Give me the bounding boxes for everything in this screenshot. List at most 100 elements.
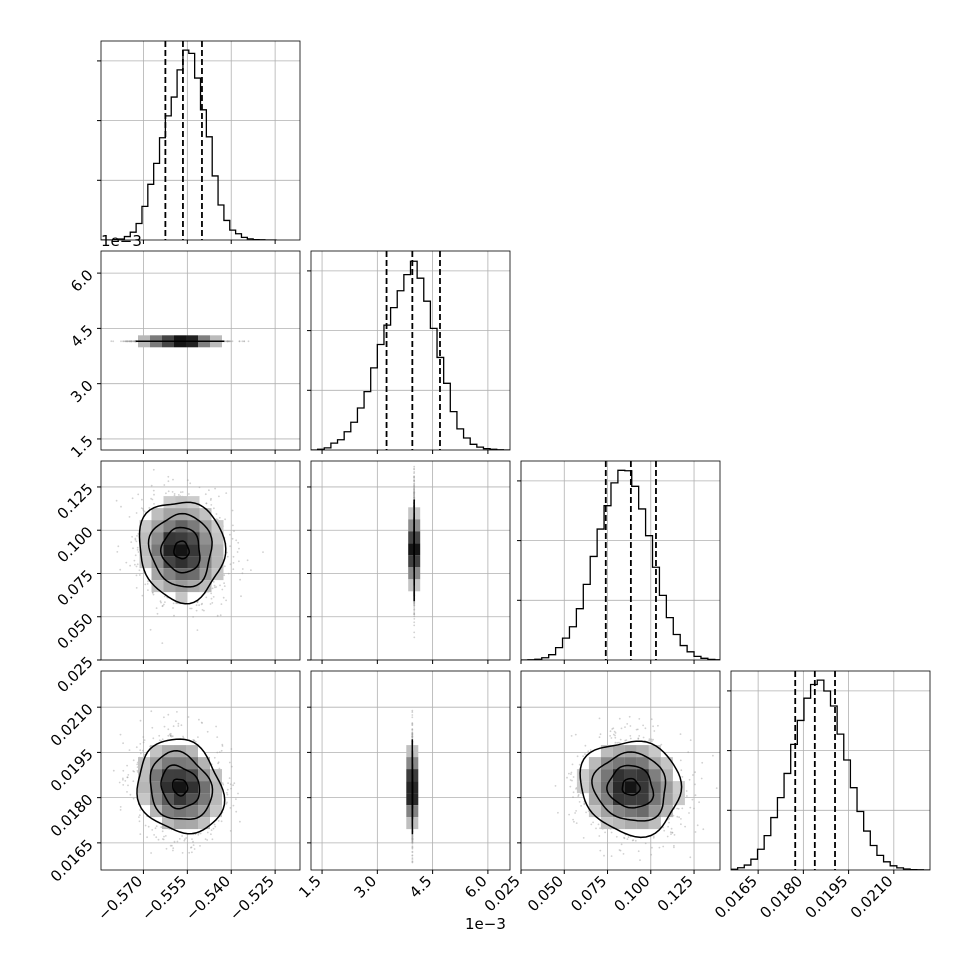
sample-point bbox=[120, 505, 122, 508]
sample-point bbox=[413, 486, 415, 488]
density-cell bbox=[187, 508, 200, 521]
sample-point bbox=[228, 340, 231, 343]
sample-point bbox=[151, 829, 154, 831]
sample-point bbox=[134, 537, 137, 540]
density-cell bbox=[199, 544, 212, 557]
sample-point bbox=[147, 825, 150, 828]
sample-point bbox=[127, 340, 129, 343]
sample-point bbox=[133, 340, 135, 343]
sample-point bbox=[226, 340, 229, 343]
sample-point bbox=[122, 769, 125, 772]
sample-point bbox=[122, 340, 124, 343]
sample-point bbox=[413, 603, 416, 606]
sample-point bbox=[413, 467, 415, 470]
sample-point bbox=[413, 491, 415, 494]
sample-point bbox=[215, 513, 218, 515]
sample-point bbox=[189, 607, 192, 610]
sample-point bbox=[198, 486, 201, 489]
sample-point bbox=[172, 602, 175, 605]
density-cell bbox=[175, 496, 188, 509]
histogram-step-line bbox=[101, 49, 277, 240]
sample-point bbox=[192, 840, 194, 843]
sample-point bbox=[173, 494, 176, 497]
sample-point bbox=[161, 605, 164, 608]
sample-point bbox=[173, 840, 176, 843]
sample-point bbox=[413, 476, 415, 478]
sample-point bbox=[192, 739, 195, 741]
sample-point bbox=[413, 601, 416, 603]
sample-point bbox=[142, 508, 144, 510]
density-cell bbox=[187, 556, 200, 569]
histogram-step-line bbox=[521, 469, 720, 660]
sample-point bbox=[413, 483, 415, 485]
sample-point bbox=[226, 340, 229, 343]
sample-point bbox=[205, 596, 208, 599]
sample-point bbox=[192, 844, 195, 846]
sample-point bbox=[150, 484, 153, 487]
sample-point bbox=[413, 480, 416, 482]
sample-point bbox=[230, 340, 232, 343]
sample-point bbox=[131, 340, 134, 343]
sample-point bbox=[413, 605, 416, 607]
scatter-area bbox=[408, 465, 421, 639]
sample-point bbox=[152, 468, 155, 471]
sample-point bbox=[228, 777, 231, 779]
sample-point bbox=[413, 478, 415, 480]
sample-point bbox=[223, 582, 226, 585]
hist-panel-0 bbox=[97, 40, 301, 244]
sample-point bbox=[160, 826, 163, 829]
density-cell bbox=[175, 592, 188, 605]
sample-point bbox=[237, 541, 240, 544]
sample-point bbox=[413, 480, 415, 482]
sample-point bbox=[142, 741, 145, 744]
sample-point bbox=[227, 340, 230, 343]
sample-point bbox=[163, 603, 165, 606]
sample-point bbox=[122, 742, 124, 745]
sample-point bbox=[218, 751, 221, 753]
contour-line bbox=[147, 512, 213, 588]
sample-point bbox=[172, 478, 174, 481]
sample-point bbox=[125, 340, 128, 343]
sample-point bbox=[134, 538, 137, 541]
density-cell bbox=[175, 544, 188, 557]
sample-point bbox=[130, 340, 133, 343]
density-cell bbox=[151, 508, 164, 521]
sample-point bbox=[136, 549, 139, 551]
sample-point bbox=[238, 340, 241, 343]
sample-point bbox=[225, 599, 228, 602]
sample-point bbox=[196, 629, 199, 631]
sample-point bbox=[135, 512, 138, 514]
sample-point bbox=[148, 507, 151, 509]
sample-point bbox=[136, 763, 139, 766]
scatter-panel-2-1 bbox=[307, 460, 511, 664]
sample-point bbox=[155, 607, 158, 609]
sample-point bbox=[137, 533, 140, 535]
sample-point bbox=[168, 733, 171, 736]
sample-point bbox=[413, 624, 416, 627]
sample-point bbox=[130, 340, 133, 343]
sample-point bbox=[129, 340, 132, 343]
sample-point bbox=[161, 642, 164, 644]
sample-point bbox=[212, 596, 215, 598]
sample-point bbox=[165, 847, 168, 850]
sample-point bbox=[133, 340, 136, 343]
sample-point bbox=[190, 846, 193, 849]
sample-point bbox=[188, 493, 190, 495]
sample-point bbox=[241, 568, 244, 570]
sample-point bbox=[137, 551, 140, 553]
sample-point bbox=[232, 784, 235, 787]
sample-point bbox=[126, 776, 129, 779]
sample-point bbox=[233, 530, 235, 532]
histogram-step-line bbox=[731, 679, 930, 870]
sample-point bbox=[262, 551, 264, 553]
sample-point bbox=[194, 740, 197, 743]
sample-point bbox=[221, 588, 224, 591]
sample-point bbox=[214, 586, 216, 589]
sample-point bbox=[126, 776, 129, 779]
sample-point bbox=[413, 491, 416, 494]
sample-point bbox=[151, 591, 154, 594]
scatter-panel-3-0 bbox=[97, 670, 301, 874]
sample-point bbox=[413, 613, 416, 616]
density-cell bbox=[151, 568, 164, 581]
sample-point bbox=[146, 836, 149, 839]
